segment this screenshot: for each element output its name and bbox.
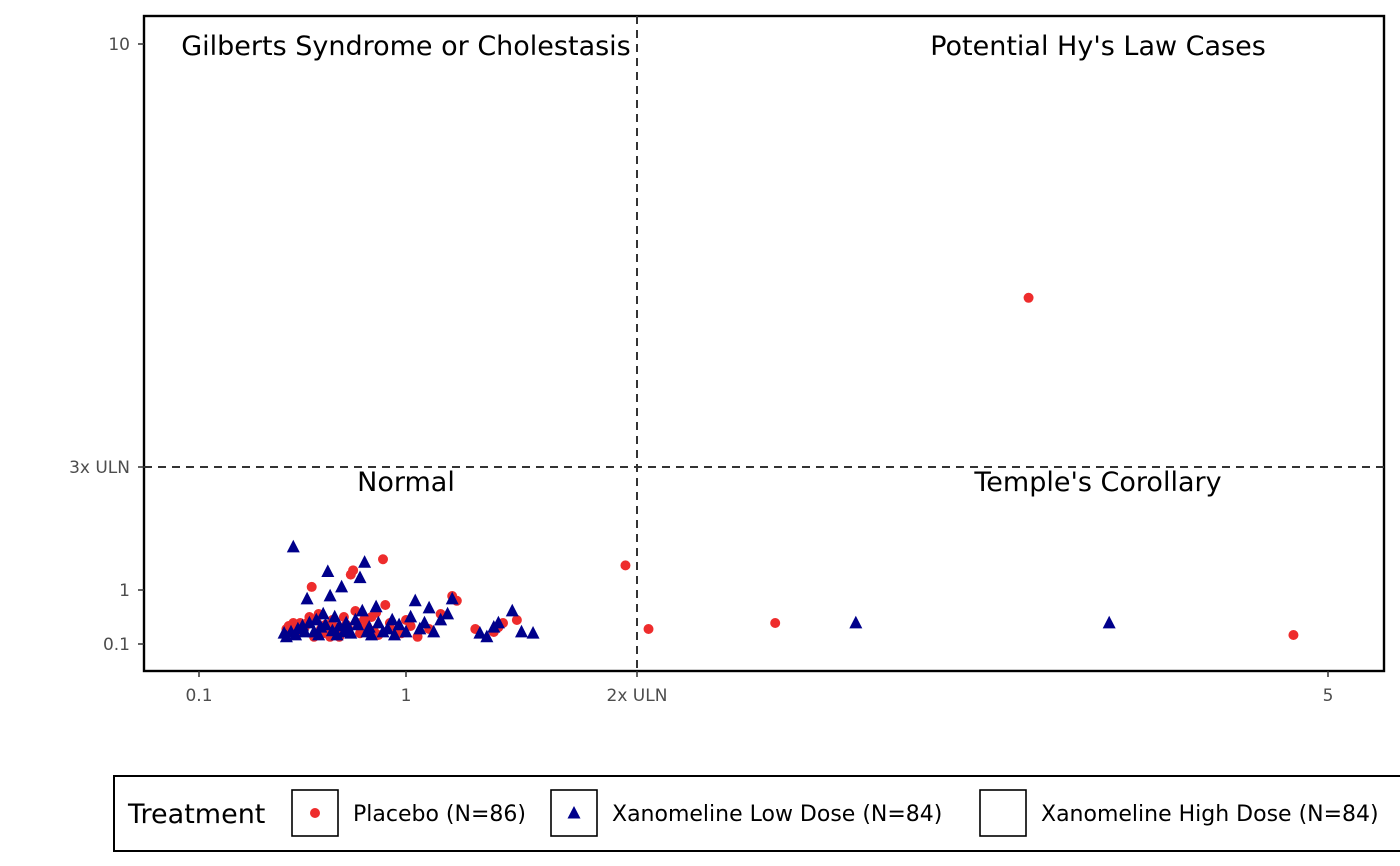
low-dose-point xyxy=(434,612,448,626)
placebo-point xyxy=(1288,630,1299,640)
y-tick-label: 0.1 xyxy=(103,635,130,655)
low-dose-point xyxy=(316,606,330,620)
low-dose-point xyxy=(505,603,519,617)
x-tick-label: 0.1 xyxy=(185,686,212,706)
legend-entry-label: Xanomeline High Dose (N=84) xyxy=(1041,802,1379,827)
low-dose-point xyxy=(362,620,376,633)
legend-key-triangle xyxy=(567,806,581,819)
low-dose-point xyxy=(300,591,314,605)
placebo-point xyxy=(770,618,781,628)
low-dose-point xyxy=(515,624,528,638)
legend-entries: Placebo (N=86) Xanomeline Low Dose (N=84)… xyxy=(291,789,1379,837)
y-tick-label: 1 xyxy=(119,581,130,601)
low-dose-point xyxy=(441,606,455,620)
legend-key-box xyxy=(979,789,1027,837)
low-dose-point xyxy=(353,570,367,584)
placebo-point xyxy=(380,600,391,610)
low-dose-point xyxy=(365,627,378,641)
quadrant-label-top-right: Potential Hy's Law Cases xyxy=(930,31,1266,62)
data-points xyxy=(277,292,1299,643)
low-dose-point xyxy=(321,564,335,577)
low-dose-point xyxy=(328,609,342,623)
legend-entry-label: Xanomeline Low Dose (N=84) xyxy=(612,802,942,827)
low-dose-point xyxy=(1102,615,1116,629)
low-dose-point xyxy=(480,629,494,643)
placebo-point xyxy=(306,581,317,592)
low-dose-point xyxy=(392,617,406,631)
y-tick-label: 3x ULN xyxy=(69,458,130,478)
placebo-point xyxy=(620,560,631,571)
plot-area xyxy=(142,14,1386,673)
low-dose-point xyxy=(286,539,300,553)
x-axis: 0.1 1 2x ULN 5 xyxy=(185,671,1333,706)
x-tick-label: 5 xyxy=(1323,686,1334,706)
low-dose-point xyxy=(399,624,413,638)
low-dose-point xyxy=(385,612,399,626)
legend-entry-label: Placebo (N=86) xyxy=(353,802,526,827)
quadrant-label-top-left: Gilberts Syndrome or Cholestasis xyxy=(181,31,631,62)
quadrant-label-bottom-right: Temple's Corollary xyxy=(973,467,1221,498)
low-dose-point xyxy=(422,600,436,614)
low-dose-point xyxy=(491,615,505,629)
quadrant-label-bottom-left: Normal xyxy=(357,467,455,498)
legend-key-circle xyxy=(310,808,320,818)
placebo-point xyxy=(378,554,388,565)
low-dose-point xyxy=(526,626,540,639)
low-dose-point xyxy=(445,591,459,605)
low-dose-point xyxy=(355,603,369,617)
placebo-point xyxy=(348,565,359,576)
low-dose-point xyxy=(312,627,326,641)
low-dose-point xyxy=(369,599,383,613)
low-dose-point xyxy=(358,555,372,568)
y-axis: 0.1 1 3x ULN 10 xyxy=(69,35,144,655)
low-dose-point xyxy=(335,579,349,593)
low-dose-point xyxy=(298,624,312,638)
x-tick-label: 2x ULN xyxy=(607,686,668,706)
placebo-point xyxy=(405,621,416,631)
low-dose-point xyxy=(417,615,431,629)
legend: Treatment Placebo (N=86) Xanomeline Low D… xyxy=(113,775,1400,852)
low-dose-point xyxy=(323,588,337,602)
reference-lines xyxy=(144,16,1384,671)
low-dose-point xyxy=(351,617,365,631)
low-dose-point xyxy=(404,609,418,623)
legend-title: Treatment xyxy=(127,799,265,830)
low-dose-point xyxy=(371,615,385,629)
low-dose-point xyxy=(849,615,863,629)
low-dose-point xyxy=(344,626,358,639)
low-dose-point xyxy=(408,593,422,607)
y-tick-label: 10 xyxy=(108,35,130,55)
low-dose-point xyxy=(473,626,487,639)
placebo-point xyxy=(511,615,522,625)
placebo-point xyxy=(1023,292,1034,303)
placebo-point xyxy=(643,624,654,634)
low-dose-point xyxy=(319,617,332,631)
low-dose-point xyxy=(381,621,395,635)
plot-panel-border xyxy=(142,14,1386,673)
low-dose-point xyxy=(388,627,401,641)
low-dose-point xyxy=(309,612,323,626)
low-dose-point xyxy=(427,624,441,638)
x-tick-label: 1 xyxy=(401,686,412,706)
